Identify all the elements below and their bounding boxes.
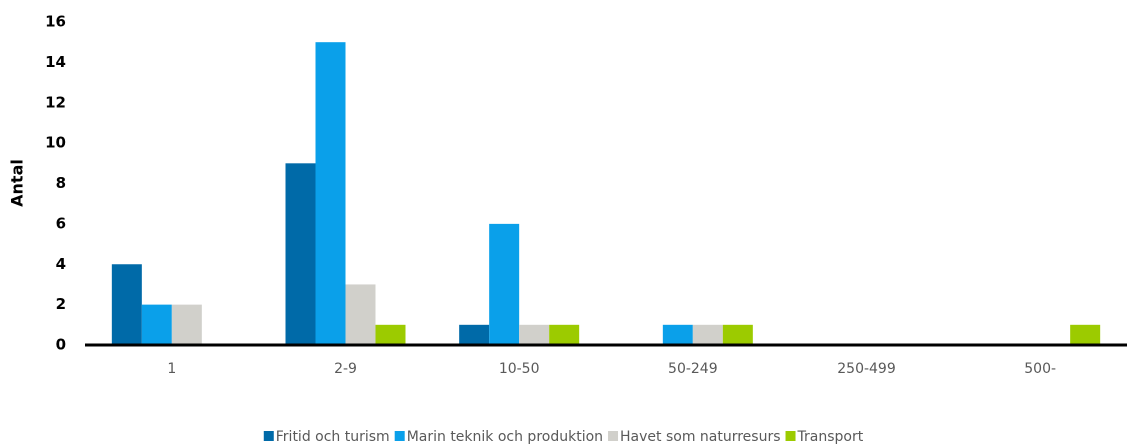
bar — [171, 304, 202, 345]
bar — [459, 324, 490, 345]
legend-swatch — [263, 431, 274, 441]
y-tick-label: 4 — [56, 255, 66, 273]
x-tick-label: 500- — [1024, 361, 1056, 377]
x-tick-label: 2-9 — [334, 361, 357, 377]
bar — [692, 324, 723, 345]
bar — [315, 42, 346, 345]
bar — [111, 264, 142, 345]
y-tick-label: 8 — [56, 174, 66, 192]
legend-label: Fritid och turism — [276, 429, 390, 445]
y-axis-label: Antal — [8, 159, 27, 207]
bar — [141, 304, 172, 345]
bar — [375, 324, 406, 345]
legend-label: Marin teknik och produktion — [407, 429, 603, 445]
bar — [519, 324, 550, 345]
legend-label: Transport — [797, 429, 864, 445]
bar — [1070, 324, 1101, 345]
y-tick-label: 16 — [45, 13, 66, 31]
y-tick-label: 10 — [45, 134, 66, 152]
bar — [662, 324, 693, 345]
bar — [489, 223, 520, 345]
legend-swatch — [394, 431, 405, 441]
x-tick-label: 1 — [167, 361, 176, 377]
bar — [722, 324, 753, 345]
y-tick-label: 0 — [56, 336, 66, 354]
x-tick-label: 10-50 — [499, 361, 540, 377]
legend-swatch — [608, 431, 619, 441]
y-tick-label: 12 — [45, 93, 66, 111]
x-tick-label: 250-499 — [837, 361, 896, 377]
y-tick-label: 2 — [56, 295, 66, 313]
x-tick-label: 50-249 — [668, 361, 718, 377]
bar — [345, 284, 376, 345]
y-tick-label: 14 — [45, 53, 66, 71]
y-tick-label: 6 — [56, 214, 66, 232]
bar — [549, 324, 580, 345]
bar — [285, 163, 316, 345]
legend-swatch — [785, 431, 796, 441]
legend-label: Havet som naturresurs — [620, 429, 781, 445]
